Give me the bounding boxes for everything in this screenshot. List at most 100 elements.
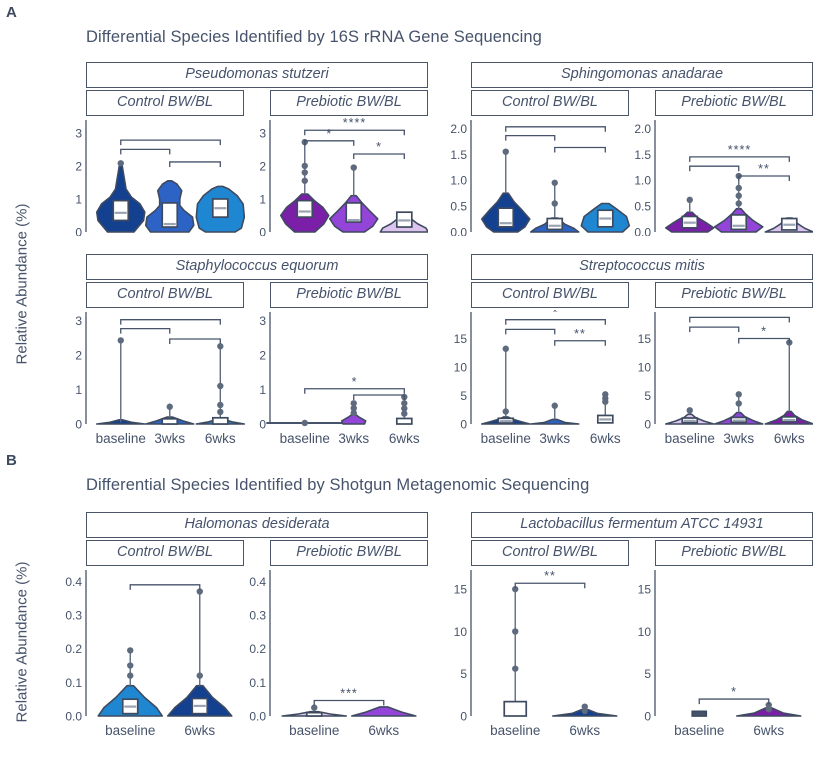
violin-baseline bbox=[281, 704, 348, 717]
y-tick-label: 3 bbox=[75, 126, 82, 140]
y-tick-label: 0 bbox=[75, 226, 82, 237]
x-tick-label: 6wks bbox=[368, 723, 399, 738]
x-tick-label: baseline bbox=[280, 431, 330, 446]
facet-strip-label: Control BW/BL bbox=[471, 90, 629, 116]
significance-stars: ** bbox=[758, 162, 770, 176]
facet-strip-label: Prebiotic BW/BL bbox=[270, 282, 428, 308]
x-tick-label: 6wks bbox=[569, 723, 600, 738]
facet-strip-label: Control BW/BL bbox=[86, 282, 244, 308]
facet-strip-label: Control BW/BL bbox=[471, 540, 629, 566]
significance-bracket bbox=[169, 338, 221, 345]
boxplot bbox=[112, 199, 130, 222]
facet-plot: 0 1 2 3 * baseline 3wks 6wks bbox=[259, 312, 420, 446]
y-tick-label: 5 bbox=[644, 389, 651, 403]
y-tick-label: 1 bbox=[75, 383, 82, 397]
outlier-dot bbox=[502, 408, 509, 415]
boxplot bbox=[546, 217, 564, 231]
violin-6wks bbox=[596, 391, 614, 424]
significance-stars: ** bbox=[544, 569, 556, 583]
x-tick-label: 3wks bbox=[338, 431, 369, 446]
y-tick-label: 15 bbox=[638, 332, 652, 346]
y-tick-label: 5 bbox=[644, 667, 651, 681]
x-tick-label: baseline bbox=[105, 723, 155, 738]
outlier-dot bbox=[196, 588, 203, 595]
x-tick-label: 3wks bbox=[154, 431, 185, 446]
boxplot bbox=[345, 202, 363, 223]
outlier-dot bbox=[350, 409, 357, 417]
panel-a-letter: A bbox=[6, 4, 17, 21]
y-tick-label: 2.0 bbox=[634, 122, 651, 136]
boxplot bbox=[211, 416, 229, 425]
boxplot bbox=[691, 710, 708, 717]
significance-bracket bbox=[120, 328, 171, 334]
violin-baseline bbox=[480, 345, 531, 425]
significance-bracket bbox=[129, 584, 201, 590]
facet-strip-label: Prebiotic BW/BL bbox=[655, 540, 813, 566]
boxplot bbox=[296, 199, 314, 218]
significance-stars: **** bbox=[728, 143, 751, 157]
facet-plot: 0.0 0.5 1.0 1.5 2.0 bbox=[450, 120, 631, 236]
facet-strip-row: Control BW/BL Prebiotic BW/BL bbox=[445, 282, 813, 310]
violin-6wks bbox=[379, 211, 428, 233]
facet-plot: 0 5 10 15 * * baseline 3wks 6wks bbox=[638, 310, 813, 446]
outlier-dot bbox=[735, 184, 742, 192]
violin-3wks bbox=[328, 164, 379, 233]
outlier-dot bbox=[686, 196, 693, 204]
y-tick-label: 0.0 bbox=[249, 710, 266, 724]
outlier-dot bbox=[551, 402, 558, 409]
y-tick-label: 5 bbox=[460, 389, 467, 403]
plot-area: 0 5 10 15 ** baseline 6wks 0 5 10 15 * baseline 6wks bbox=[454, 569, 802, 738]
outlier-dot bbox=[686, 407, 693, 414]
facet-plot: 0 1 2 3 bbox=[75, 120, 246, 237]
y-tick-label: 0.1 bbox=[65, 676, 82, 690]
violin-3wks bbox=[713, 172, 764, 233]
outlier-dot bbox=[311, 704, 318, 711]
violin-6wks bbox=[350, 706, 417, 717]
y-tick-label: 3 bbox=[259, 314, 266, 328]
x-tick-label: 6wks bbox=[389, 431, 420, 446]
outlier-dot bbox=[117, 160, 124, 167]
subplot: Streptococcus mitis Control BW/BL Prebioti… bbox=[445, 254, 813, 451]
outlier-dot bbox=[301, 169, 308, 176]
facet-plot: 0.0 0.1 0.2 0.3 0.4 *** baseline 6wks bbox=[249, 570, 417, 738]
significance-bracket bbox=[505, 328, 556, 335]
violin-baseline bbox=[279, 138, 330, 233]
significance-stars: * bbox=[737, 310, 743, 317]
facet-strip-label: Prebiotic BW/BL bbox=[270, 90, 428, 116]
outlier-dot bbox=[512, 585, 519, 593]
panel-b-letter: B bbox=[6, 452, 17, 469]
violin-baseline bbox=[480, 148, 531, 233]
y-tick-label: 3 bbox=[259, 126, 266, 140]
outlier-dot bbox=[401, 410, 408, 417]
species-strip-label: Streptococcus mitis bbox=[471, 254, 813, 280]
significance-stars: * bbox=[326, 127, 332, 141]
outlier-dot bbox=[401, 400, 408, 407]
outlier-dot bbox=[350, 400, 357, 407]
violin-3wks bbox=[340, 400, 367, 425]
y-tick-label: 0 bbox=[460, 710, 467, 724]
y-tick-label: 10 bbox=[454, 625, 468, 639]
facet-plot: 0 5 10 15 ** baseline 6wks bbox=[454, 569, 618, 738]
violin-3wks bbox=[529, 179, 580, 233]
violin-6wks bbox=[764, 217, 813, 233]
violin-6wks bbox=[166, 588, 233, 717]
outlier-dot bbox=[502, 148, 509, 155]
x-tick-label: baseline bbox=[289, 723, 339, 738]
facet-strip-label: Control BW/BL bbox=[86, 540, 244, 566]
boxplot bbox=[503, 700, 528, 717]
facet-plot: 0 1 2 3 baseline 3wks 6wks bbox=[75, 312, 246, 446]
y-tick-label: 0.3 bbox=[65, 609, 82, 623]
y-tick-label: 10 bbox=[638, 361, 652, 375]
violin-3wks bbox=[529, 402, 580, 425]
outlier-dot bbox=[350, 164, 357, 171]
y-tick-label: 2.0 bbox=[450, 122, 467, 136]
outlier-dot bbox=[551, 200, 558, 207]
x-tick-label: baseline bbox=[490, 723, 540, 738]
significance-bracket bbox=[554, 146, 606, 153]
significance-stars: * bbox=[761, 325, 767, 339]
facet-strip-label: Control BW/BL bbox=[86, 90, 244, 116]
outlier-dot bbox=[166, 403, 173, 410]
outlier-dot bbox=[127, 672, 134, 679]
